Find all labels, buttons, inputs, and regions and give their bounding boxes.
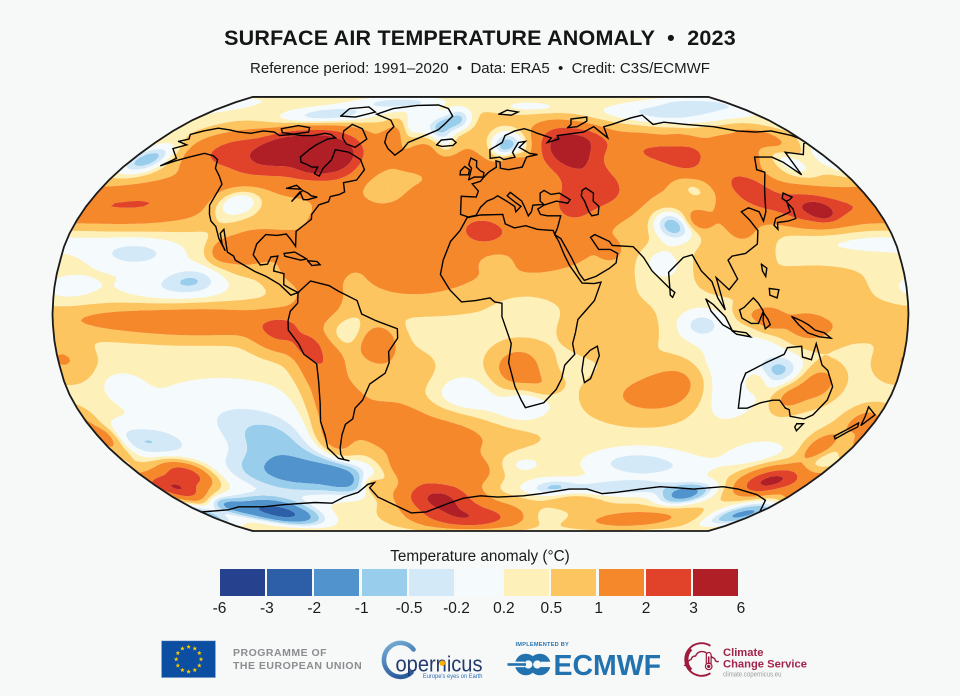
- svg-text:IMPLEMENTED BY: IMPLEMENTED BY: [516, 642, 570, 648]
- svg-text:THE EUROPEAN UNION: THE EUROPEAN UNION: [233, 660, 362, 672]
- svg-text:ECMWF: ECMWF: [554, 650, 662, 682]
- svg-text:Climate: Climate: [723, 647, 763, 659]
- svg-text:PROGRAMME OF: PROGRAMME OF: [233, 647, 327, 659]
- svg-text:opernicus: opernicus: [396, 651, 483, 676]
- svg-text:Europe's eyes on Earth: Europe's eyes on Earth: [423, 673, 483, 680]
- svg-text:Change Service: Change Service: [723, 659, 807, 671]
- svg-text:climate.copernicus.eu: climate.copernicus.eu: [723, 669, 782, 678]
